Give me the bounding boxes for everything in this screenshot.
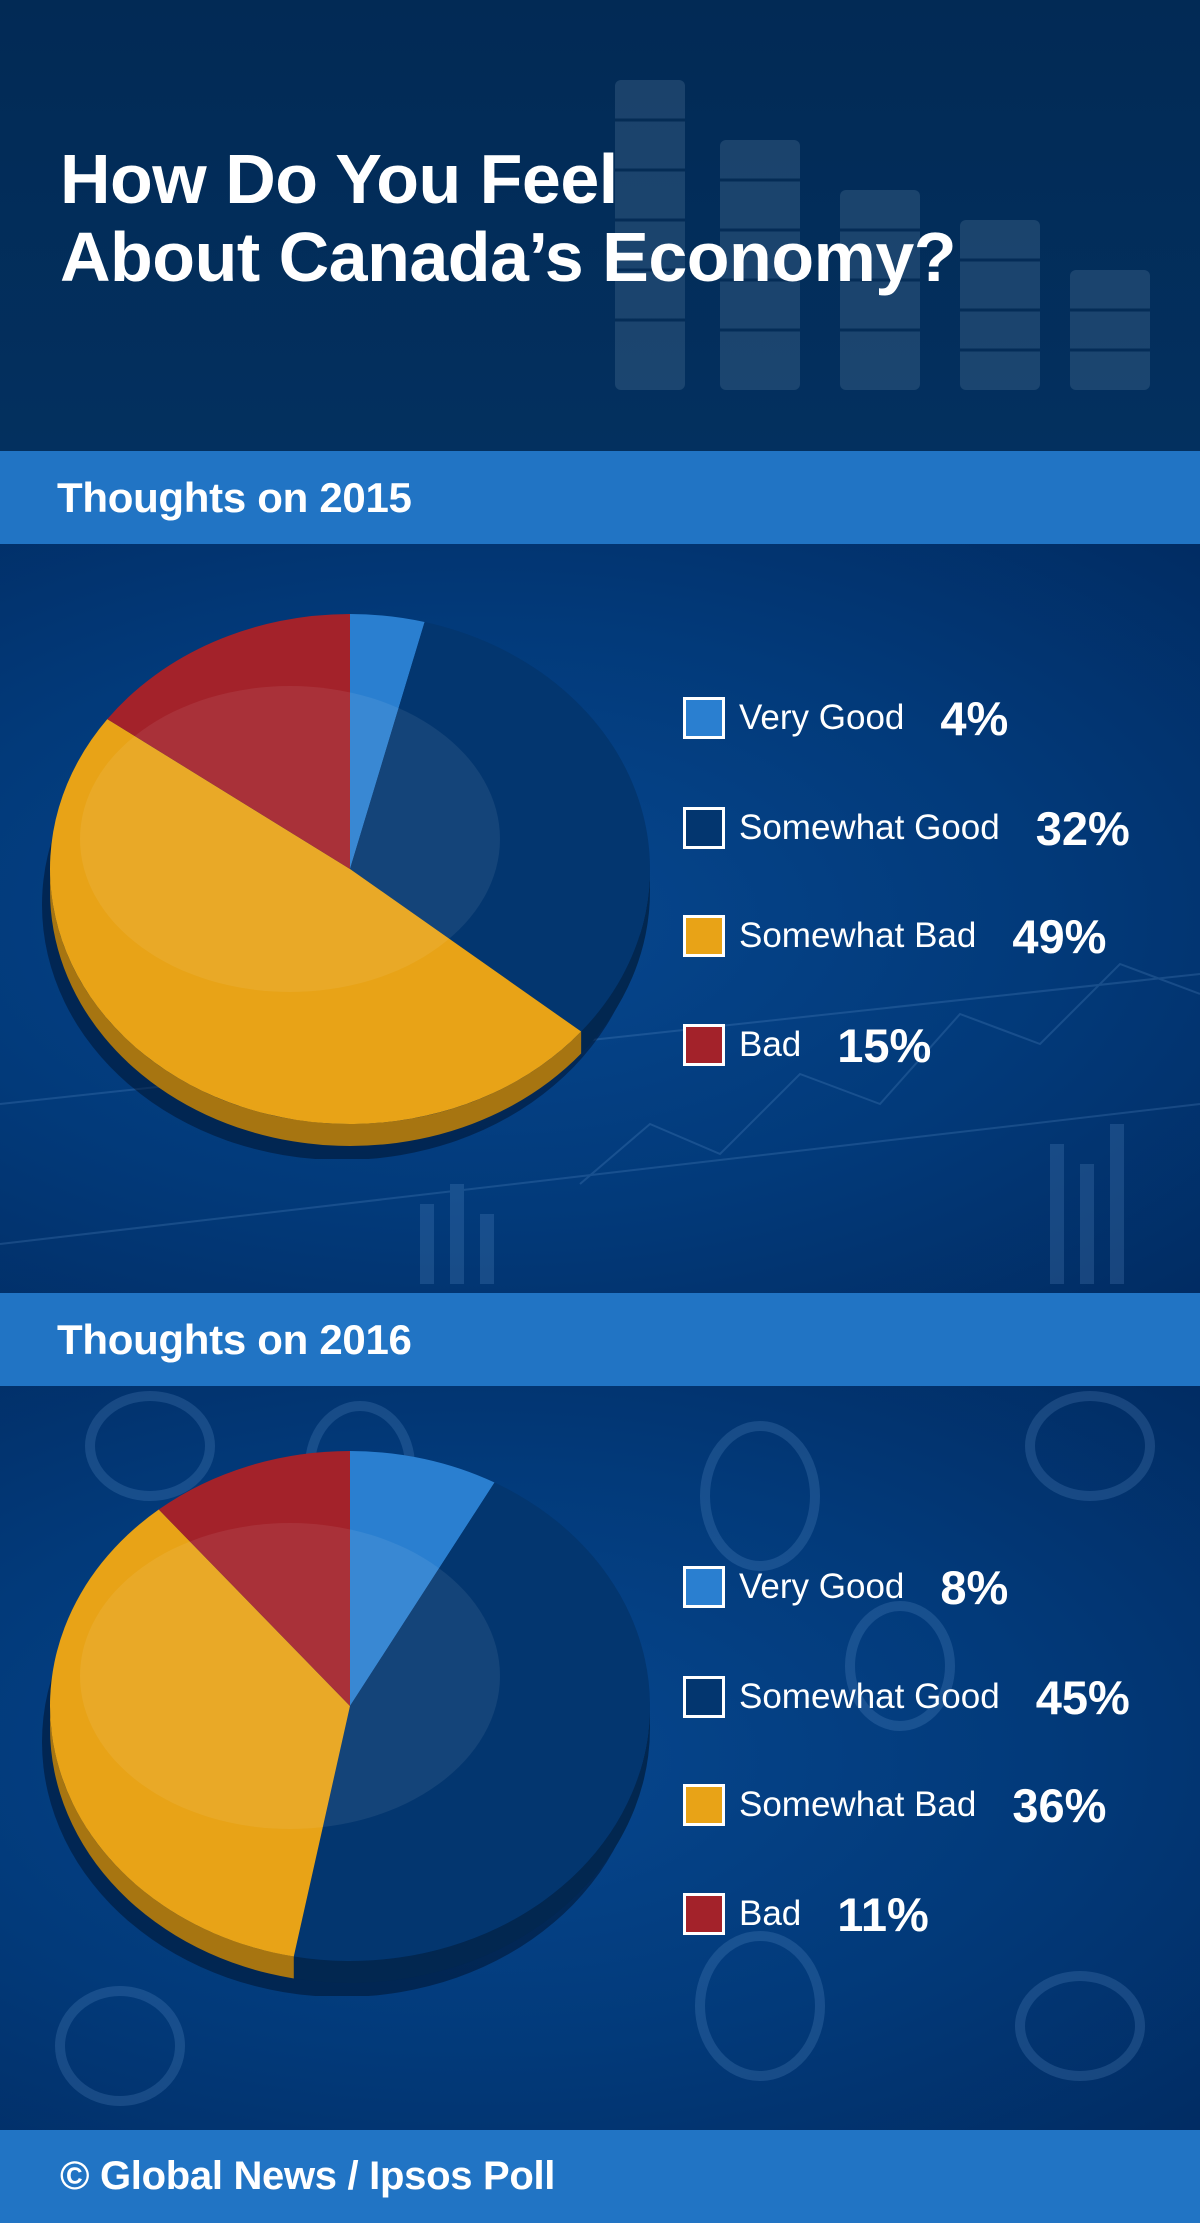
legend-value-somewhat-good: 45%: [1035, 1670, 1130, 1724]
legend-label-very-good: Very Good: [739, 1567, 905, 1606]
legend-swatch-very-good: [683, 697, 725, 739]
legend-swatch-somewhat-bad: [683, 915, 725, 957]
title-line-2: About Canada’s Economy?: [60, 218, 957, 296]
legend-row-bad: Bad 11%: [683, 1888, 929, 1941]
legend-swatch-bad: [683, 1024, 725, 1066]
legend-swatch-somewhat-bad: [683, 1784, 725, 1826]
legend-value-bad: 15%: [837, 1018, 932, 1072]
pie-slice-somewhat-good: [293, 1482, 651, 1961]
legend-row-very-good: Very Good 4%: [683, 692, 1008, 745]
pie-side-somewhat-bad: [50, 1706, 294, 1979]
legend-label-somewhat-good: Somewhat Good: [739, 1677, 1000, 1716]
legend-value-somewhat-bad: 36%: [1012, 1778, 1107, 1832]
legend-value-somewhat-bad: 49%: [1012, 909, 1107, 963]
pie-slice-very-good: [350, 614, 425, 869]
pie-slice-somewhat-bad: [49, 719, 582, 1125]
section-header-2015: Thoughts on 2015: [0, 451, 1200, 544]
pie-slice-somewhat-good: [350, 622, 651, 1032]
legend-row-very-good: Very Good 8%: [683, 1561, 1008, 1614]
pie-slice-somewhat-bad: [49, 1509, 351, 1957]
pie-highlight: [80, 1523, 500, 1829]
legend-label-bad: Bad: [739, 1894, 802, 1933]
legend-row-somewhat-good: Somewhat Good 45%: [683, 1671, 1130, 1724]
footer: © Global News / Ipsos Poll: [0, 2130, 1200, 2223]
footer-credit: © Global News / Ipsos Poll: [60, 2154, 556, 2198]
pie-highlight: [80, 686, 500, 992]
legend-value-very-good: 8%: [940, 1560, 1009, 1614]
pie-chart-2016: [42, 1451, 651, 1996]
legend-label-somewhat-bad: Somewhat Bad: [739, 1785, 977, 1824]
chart-panel-2015: Very Good 4% Somewhat Good 32% Somewhat …: [0, 544, 1200, 1293]
legend-value-very-good: 4%: [940, 691, 1009, 745]
pie-side-somewhat-good: [581, 869, 650, 1054]
legend-swatch-bad: [683, 1893, 725, 1935]
legend-row-somewhat-bad: Somewhat Bad 49%: [683, 910, 1106, 963]
section-title-2016: Thoughts on 2016: [57, 1315, 412, 1363]
legend-swatch-very-good: [683, 1566, 725, 1608]
legend-label-somewhat-bad: Somewhat Bad: [739, 916, 977, 955]
legend-row-bad: Bad 15%: [683, 1019, 931, 1072]
legend-label-somewhat-good: Somewhat Good: [739, 808, 1000, 847]
section-header-2016: Thoughts on 2016: [0, 1293, 1200, 1386]
legend-row-somewhat-good: Somewhat Good 32%: [683, 802, 1130, 855]
title-line-1: How Do You Feel: [60, 140, 618, 218]
pie-slice-very-good: [350, 1451, 495, 1706]
legend-row-somewhat-bad: Somewhat Bad 36%: [683, 1779, 1106, 1832]
section-title-2015: Thoughts on 2015: [57, 473, 412, 521]
pie-chart-2015: [42, 614, 651, 1159]
legend-swatch-somewhat-good: [683, 1676, 725, 1718]
pie-slice-bad: [158, 1451, 350, 1706]
header: How Do You Feel About Canada’s Economy?: [0, 0, 1200, 451]
page-title: How Do You Feel About Canada’s Economy?: [60, 140, 1060, 296]
legend-label-bad: Bad: [739, 1025, 802, 1064]
legend-label-very-good: Very Good: [739, 698, 905, 737]
chart-panel-2016: Very Good 8% Somewhat Good 45% Somewhat …: [0, 1386, 1200, 2130]
legend-value-somewhat-good: 32%: [1035, 801, 1130, 855]
legend-swatch-somewhat-good: [683, 807, 725, 849]
coin-stacks-icon: [615, 80, 1150, 390]
pie-slice-bad: [107, 614, 351, 869]
legend-value-bad: 11%: [837, 1887, 929, 1941]
